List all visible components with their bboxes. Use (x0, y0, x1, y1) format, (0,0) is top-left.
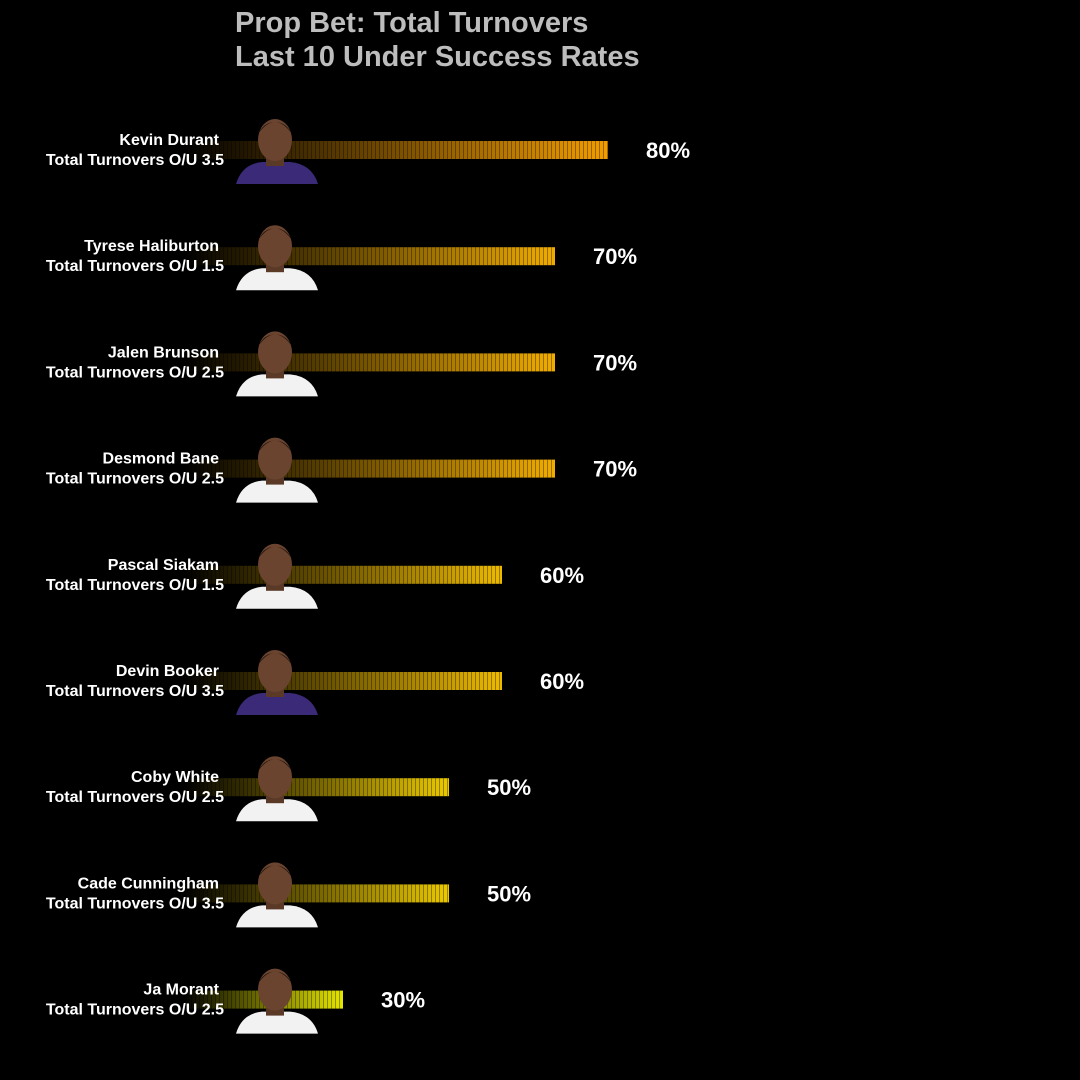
bar-texture (184, 141, 608, 159)
player-headshot (236, 862, 318, 928)
value-label: 80% (646, 138, 690, 163)
prop-label: Total Turnovers O/U 2.5 (46, 364, 224, 381)
player-name-label: Jalen Brunson (108, 344, 219, 361)
prop-label: Total Turnovers O/U 2.5 (46, 1002, 224, 1019)
player-headshot (236, 331, 318, 397)
player-name-label: Desmond Bane (103, 451, 220, 468)
player-name-label: Kevin Durant (119, 132, 219, 149)
prop-label: Total Turnovers O/U 3.5 (46, 152, 224, 169)
value-label: 60% (540, 669, 584, 694)
player-name-label: Cade Cunningham (78, 875, 219, 892)
player-headshot (236, 543, 318, 609)
bar-texture (184, 565, 502, 584)
bar-texture (184, 353, 555, 372)
player-headshot (236, 968, 318, 1034)
bar-texture (184, 672, 502, 690)
bar-row: Ja Morant Total Turnovers O/U 2.5 30% (46, 968, 425, 1034)
bar-row: Cade Cunningham Total Turnovers O/U 3.5 50… (46, 862, 531, 928)
player-headshot (236, 437, 318, 503)
bar-row: Tyrese Haliburton Total Turnovers O/U 1.5… (46, 225, 637, 291)
value-label: 70% (593, 350, 637, 375)
player-name-label: Tyrese Haliburton (84, 238, 219, 255)
player-headshot (236, 119, 318, 184)
player-headshot (236, 756, 318, 822)
player-name-label: Pascal Siakam (108, 557, 219, 574)
bar-row: Coby White Total Turnovers O/U 2.5 50% (46, 756, 531, 822)
player-name-label: Coby White (131, 769, 219, 786)
value-label: 60% (540, 563, 584, 588)
chart-title: Prop Bet: Total Turnovers Last 10 Under … (235, 7, 640, 73)
prop-label: Total Turnovers O/U 3.5 (46, 895, 224, 912)
prop-label: Total Turnovers O/U 1.5 (46, 577, 224, 594)
bar-row: Kevin Durant Total Turnovers O/U 3.5 80% (46, 119, 690, 184)
value-label: 70% (593, 457, 637, 482)
player-name-label: Devin Booker (116, 663, 219, 680)
bar-row: Pascal Siakam Total Turnovers O/U 1.5 60% (46, 543, 584, 609)
value-label: 50% (487, 775, 531, 800)
bar-row: Desmond Bane Total Turnovers O/U 2.5 70% (46, 437, 637, 503)
player-name-label: Ja Morant (143, 982, 219, 999)
prop-label: Total Turnovers O/U 1.5 (46, 258, 224, 275)
prop-label: Total Turnovers O/U 2.5 (46, 471, 224, 488)
player-headshot (236, 225, 318, 291)
value-label: 70% (593, 244, 637, 269)
player-headshot (236, 650, 318, 715)
bar-row: Jalen Brunson Total Turnovers O/U 2.5 70% (46, 331, 637, 397)
prop-label: Total Turnovers O/U 3.5 (46, 683, 224, 700)
bar-row: Devin Booker Total Turnovers O/U 3.5 60% (46, 650, 584, 715)
prop-label: Total Turnovers O/U 2.5 (46, 789, 224, 806)
bar-texture (184, 884, 449, 903)
value-label: 50% (487, 881, 531, 906)
bar-texture (184, 247, 555, 266)
bar-texture (184, 459, 555, 478)
bar-texture (184, 778, 449, 797)
value-label: 30% (381, 988, 425, 1013)
